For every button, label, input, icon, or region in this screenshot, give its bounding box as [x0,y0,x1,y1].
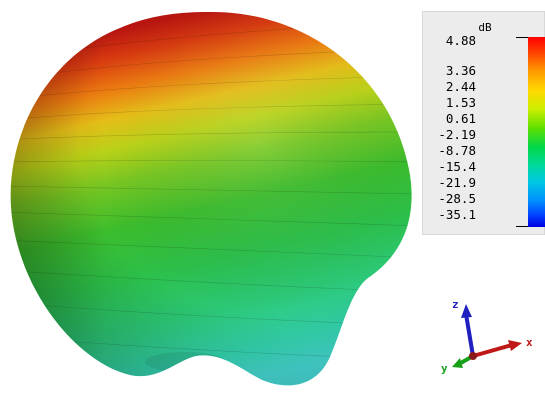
color-scale-legend: dB 4.88 3.36 2.44 1.53 0.61 -2.19 -8.78 … [422,11,545,235]
z-axis-arrow [464,313,475,357]
z-axis-label: z [452,298,459,311]
colorbar-bottom-tick [516,226,528,227]
y-axis-arrowhead [452,358,463,368]
legend-tick: 0.61 [445,111,476,126]
legend-tick: -15.4 [438,159,476,174]
legend-tick: 2.44 [445,79,476,94]
legend-tick: -8.78 [438,143,476,158]
axis-origin [469,352,477,360]
x-axis-arrowhead [508,340,522,351]
z-axis-arrowhead [461,304,472,318]
colorbar [528,37,545,227]
legend-unit: dB [478,21,492,34]
legend-tick: 1.53 [445,95,476,110]
x-axis-label: x [526,336,533,349]
y-axis-label: y [441,362,448,375]
legend-tick: -28.5 [438,191,476,206]
legend-tick: 3.36 [445,63,476,78]
colorbar-top-tick [516,37,528,38]
legend-tick: 4.88 [445,33,476,48]
legend-tick: -2.19 [438,127,476,142]
x-axis-arrow [472,343,513,358]
radiation-pattern-surface [10,11,412,386]
legend-tick: -35.1 [438,207,476,222]
legend-tick: -21.9 [438,175,476,190]
axis-triad: z x y [441,298,533,375]
legend-tick-labels: 4.88 3.36 2.44 1.53 0.61 -2.19 -8.78 -15… [428,33,476,231]
